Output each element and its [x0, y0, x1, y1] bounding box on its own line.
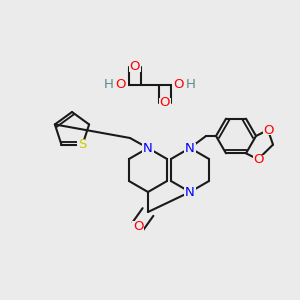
FancyBboxPatch shape: [76, 140, 88, 150]
Text: O: O: [253, 153, 263, 166]
Text: O: O: [263, 124, 273, 136]
FancyBboxPatch shape: [184, 143, 196, 153]
Text: N: N: [143, 142, 153, 154]
Text: O: O: [116, 79, 126, 92]
Text: O: O: [133, 220, 143, 232]
FancyBboxPatch shape: [172, 80, 186, 90]
FancyBboxPatch shape: [159, 98, 171, 108]
FancyBboxPatch shape: [184, 187, 196, 197]
FancyBboxPatch shape: [262, 125, 274, 134]
Text: S: S: [78, 138, 87, 151]
FancyBboxPatch shape: [253, 155, 263, 164]
Text: O: O: [130, 61, 140, 74]
Text: N: N: [185, 185, 195, 199]
Text: O: O: [160, 97, 170, 110]
FancyBboxPatch shape: [129, 62, 141, 72]
FancyBboxPatch shape: [142, 143, 154, 153]
FancyBboxPatch shape: [114, 80, 128, 90]
Text: O: O: [174, 79, 184, 92]
Text: H: H: [186, 79, 196, 92]
Text: N: N: [185, 142, 195, 154]
FancyBboxPatch shape: [132, 221, 144, 231]
Text: H: H: [104, 79, 114, 92]
